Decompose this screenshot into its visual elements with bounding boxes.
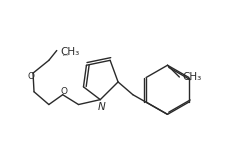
Text: methoxy: methoxy: [62, 55, 69, 56]
Text: CH₃: CH₃: [61, 47, 80, 58]
Text: O: O: [28, 72, 34, 81]
Text: CH₃: CH₃: [182, 72, 202, 82]
Text: O: O: [60, 87, 67, 96]
Text: N: N: [97, 103, 105, 112]
